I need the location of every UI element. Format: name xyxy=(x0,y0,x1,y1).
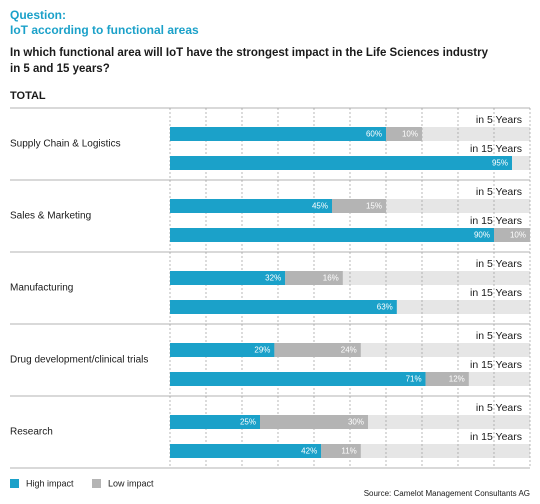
value-label: 12% xyxy=(449,375,465,384)
value-label: 30% xyxy=(348,418,364,427)
group-label: Research xyxy=(10,427,53,438)
legend-swatch xyxy=(10,479,19,488)
bar-segment xyxy=(274,343,361,357)
bar-segment xyxy=(285,271,343,285)
category-label: in 5 Years xyxy=(476,258,522,270)
category-label: in 15 Years xyxy=(470,215,522,227)
bar-segment xyxy=(260,415,368,429)
value-label: 10% xyxy=(402,130,418,139)
source: Source: Camelot Management Consultants A… xyxy=(364,489,530,498)
value-label: 90% xyxy=(474,231,490,240)
legend-label: Low impact xyxy=(108,478,154,488)
category-label: in 5 Years xyxy=(476,330,522,342)
group-label: Sales & Marketing xyxy=(10,211,91,222)
bar-segment xyxy=(170,444,322,458)
category-label: in 5 Years xyxy=(476,186,522,198)
bar-segment xyxy=(170,127,386,141)
category-label: in 5 Years xyxy=(476,402,522,414)
chart-title: Question: xyxy=(10,8,66,22)
bar-segment xyxy=(425,372,469,386)
question: In which functional area will IoT have t… xyxy=(10,47,489,59)
value-label: 60% xyxy=(366,130,382,139)
bar-segment xyxy=(386,127,422,141)
category-label: in 15 Years xyxy=(470,287,522,299)
category-label: in 15 Years xyxy=(470,143,522,155)
value-label: 15% xyxy=(366,202,382,211)
group-label: Manufacturing xyxy=(10,283,73,294)
value-label: 29% xyxy=(254,346,270,355)
bar-segment xyxy=(321,444,361,458)
bar-segment xyxy=(170,271,286,285)
category-label: in 15 Years xyxy=(470,431,522,443)
bar-segment xyxy=(170,156,512,170)
bar-segment xyxy=(170,343,275,357)
value-label: 16% xyxy=(323,274,339,283)
chart-subtitle: IoT according to functional areas xyxy=(10,23,199,37)
value-label: 45% xyxy=(312,202,328,211)
question: in 5 and 15 years? xyxy=(10,63,110,75)
legend-label: High impact xyxy=(26,478,74,488)
group-label: Drug development/clinical trials xyxy=(10,355,148,366)
value-label: 32% xyxy=(265,274,281,283)
value-label: 10% xyxy=(510,231,526,240)
category-label: in 15 Years xyxy=(470,359,522,371)
bar-segment xyxy=(170,300,397,314)
value-label: 42% xyxy=(301,447,317,456)
bar-segment xyxy=(332,199,386,213)
category-label: in 5 Years xyxy=(476,114,522,126)
value-label: 63% xyxy=(377,303,393,312)
value-label: 24% xyxy=(341,346,357,355)
bar-segment xyxy=(494,228,530,242)
section-label: TOTAL xyxy=(10,90,46,102)
group-label: Supply Chain & Logistics xyxy=(10,139,121,150)
bar-segment xyxy=(170,199,332,213)
value-label: 71% xyxy=(406,375,422,384)
value-label: 11% xyxy=(341,447,356,456)
value-label: 95% xyxy=(492,159,508,168)
bar-segment xyxy=(170,228,494,242)
legend-swatch xyxy=(92,479,101,488)
bar-segment xyxy=(170,372,426,386)
value-label: 25% xyxy=(240,418,256,427)
bar-segment xyxy=(170,415,260,429)
